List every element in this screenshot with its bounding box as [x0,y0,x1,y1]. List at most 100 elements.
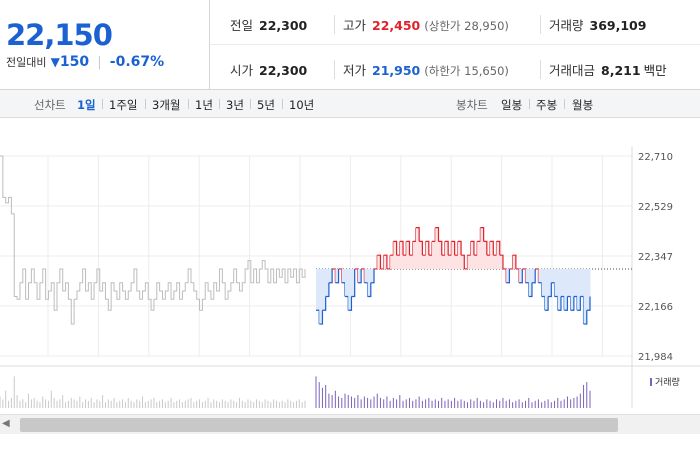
upper-limit: (상한가 28,950) [424,19,509,33]
chart-toolbar: 선차트 1일 1주일 3개월 1년 3년 5년 10년 봉차트 일봉 주봉 월봉 [0,90,700,118]
divider [250,99,251,109]
intraday-segment [444,240,449,256]
intraday-segment [399,240,404,256]
intraday-segment [406,240,411,256]
change-rate: -0.67% [109,54,165,70]
period-3m[interactable]: 3개월 [152,98,181,112]
stats-row-1: 전일 22,300 고가 22,450 (상한가 28,950) 거래량 369,109 [210,0,700,45]
price-box: 22,150 전일대비 ▼150 | -0.67% [0,0,210,90]
intraday-segment [432,227,436,242]
intraday-segment [351,268,356,298]
intraday-fill [554,268,559,297]
candle-weekly[interactable]: 주봉 [536,98,558,112]
stat-open: 시가 22,300 [230,60,307,79]
intraday-segment [541,295,546,311]
scroll-thumb[interactable] [20,418,618,432]
period-10y[interactable]: 10년 [289,98,315,112]
intraday-segment [341,282,346,297]
intraday-fill [451,241,456,269]
intraday-segment [461,254,465,269]
intraday-segment [564,296,569,311]
intraday-segment [415,227,420,242]
intraday-segment [383,254,388,269]
intraday-segment [370,268,375,284]
intraday-segment [335,268,340,284]
y-tick-label: 21,984 [638,352,673,363]
lower-limit: (하한가 15,650) [424,64,509,78]
intraday-segment [548,282,552,298]
intraday-fill [564,268,568,311]
stat-value: 8,211 [601,63,641,78]
intraday-fill [412,241,417,269]
intraday-segment [538,282,543,297]
intraday-segment [348,296,353,311]
intraday-fill [580,268,585,297]
intraday-fill [570,268,575,311]
intraday-segment [470,240,475,256]
intraday-fill [557,268,562,311]
intraday-fill [396,255,401,269]
intraday-segment [506,268,511,284]
period-3y[interactable]: 3년 [226,98,244,112]
intraday-fill [399,241,404,269]
intraday-fill [367,268,372,297]
intraday-fill [583,268,588,325]
candle-daily[interactable]: 일봉 [501,98,523,112]
stat-label: 거래량 [549,18,584,33]
intraday-segment [570,296,575,311]
line-chart-label: 선차트 [34,98,66,112]
intraday-fill [548,268,552,297]
intraday-segment [325,282,330,298]
intraday-segment [502,268,507,283]
intraday-fill [577,268,581,311]
volume-legend-swatch [650,378,652,386]
candle-monthly[interactable]: 월봉 [572,98,594,112]
intraday-segment [345,295,349,311]
stat-prev-close: 전일 22,300 [230,15,307,34]
intraday-segment [509,255,514,270]
volume-legend: 거래량 [650,375,680,388]
intraday-segment [490,240,494,256]
stats-grid: 전일 22,300 고가 22,450 (상한가 28,950) 거래량 369,109… [210,0,700,90]
stat-label: 저가 [343,63,367,78]
intraday-segment [328,268,333,284]
stat-value: 22,300 [259,18,308,33]
down-triangle-icon: ▼ [50,55,60,69]
intraday-fill [499,255,504,269]
intraday-fill [477,241,481,269]
intraday-segment [419,240,423,256]
intraday-fill [364,268,369,283]
price-chart: 21,984 22,166 22,347 22,529 22,710 거래량 [0,118,700,408]
chart-scrollbar[interactable]: ◀ [0,414,700,434]
divider [529,99,530,109]
volume-legend-label: 거래량 [655,378,680,388]
intraday-segment [515,268,520,283]
intraday-fill [444,241,449,269]
intraday-segment [374,255,378,270]
intraday-fill [322,268,327,311]
intraday-fill [560,268,565,297]
intraday-fill [538,268,543,283]
intraday-fill [335,268,340,283]
intraday-fill [328,268,333,283]
intraday-fill [551,268,556,283]
intraday-segment [377,254,382,269]
intraday-segment [528,282,533,298]
intraday-fill [528,268,533,297]
divider [145,99,146,109]
period-1w[interactable]: 1주일 [109,98,138,112]
period-5y[interactable]: 5년 [257,98,275,112]
intraday-fill [438,241,443,269]
intraday-fill [345,268,349,297]
intraday-fill [341,268,346,283]
period-1y[interactable]: 1년 [195,98,213,112]
scroll-left-arrow-icon[interactable]: ◀ [2,418,10,429]
intraday-fill [425,241,430,269]
candle-chart-label: 봉차트 [456,98,488,112]
intraday-fill [370,268,375,283]
intraday-fill [544,268,549,311]
intraday-segment [357,268,362,284]
period-1d[interactable]: 1일 [77,98,96,112]
intraday-segment [557,296,562,311]
intraday-segment [322,296,327,311]
